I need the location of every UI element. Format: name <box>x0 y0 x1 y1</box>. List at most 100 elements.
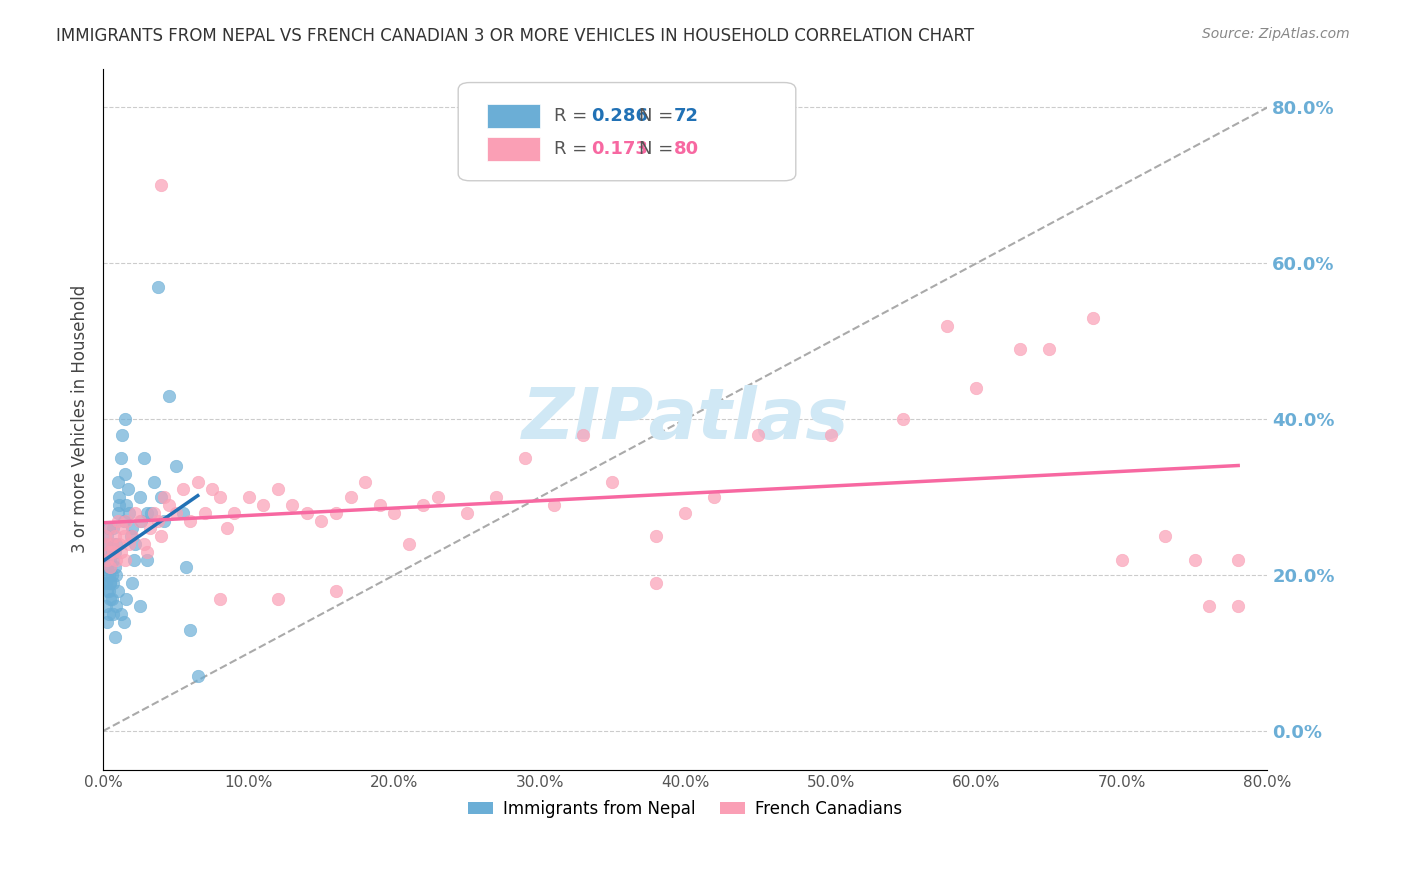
Point <box>215 521 238 535</box>
Point <box>208 490 231 504</box>
Point <box>893 412 915 426</box>
Point <box>100 560 122 574</box>
Point <box>135 545 157 559</box>
Point <box>138 521 160 535</box>
Point <box>703 490 725 504</box>
Point <box>179 514 201 528</box>
Point <box>382 506 405 520</box>
Point <box>104 631 127 645</box>
Point <box>93 529 115 543</box>
Point <box>115 514 138 528</box>
Point <box>1154 529 1177 543</box>
Point <box>153 490 176 504</box>
Point <box>115 591 138 606</box>
Point <box>124 506 146 520</box>
Point <box>104 560 127 574</box>
Text: IMMIGRANTS FROM NEPAL VS FRENCH CANADIAN 3 OR MORE VEHICLES IN HOUSEHOLD CORRELA: IMMIGRANTS FROM NEPAL VS FRENCH CANADIAN… <box>56 27 974 45</box>
Point <box>94 576 117 591</box>
Point <box>165 506 187 520</box>
Point <box>96 560 118 574</box>
Text: 0.173: 0.173 <box>591 140 648 158</box>
Point <box>267 591 290 606</box>
Point <box>252 498 274 512</box>
Point <box>101 537 124 551</box>
Point <box>94 599 117 614</box>
Text: 72: 72 <box>673 107 699 125</box>
Point <box>398 537 420 551</box>
Point <box>101 591 124 606</box>
Point <box>128 599 150 614</box>
Point <box>97 545 120 559</box>
Point <box>148 279 170 293</box>
Point <box>118 537 141 551</box>
Point <box>238 490 260 504</box>
Point <box>103 552 125 566</box>
Point <box>100 576 122 591</box>
Point <box>143 506 166 520</box>
Point <box>572 427 595 442</box>
Point <box>153 514 176 528</box>
Point <box>295 506 318 520</box>
Point <box>1227 599 1250 614</box>
Point <box>172 506 194 520</box>
Point <box>93 552 115 566</box>
Point <box>208 591 231 606</box>
Point <box>96 529 118 543</box>
Point <box>412 498 434 512</box>
Point <box>267 483 290 497</box>
Point <box>1081 310 1104 325</box>
Point <box>311 514 333 528</box>
Point <box>100 552 122 566</box>
Point <box>602 475 624 489</box>
Point <box>112 529 135 543</box>
Point <box>103 521 125 535</box>
Point <box>115 498 138 512</box>
Point <box>354 475 377 489</box>
Point <box>325 506 347 520</box>
Point <box>1038 342 1060 356</box>
Text: ZIPatlas: ZIPatlas <box>522 384 849 454</box>
Text: 0.286: 0.286 <box>591 107 648 125</box>
Point <box>143 475 166 489</box>
Point <box>94 537 117 551</box>
Point <box>747 427 769 442</box>
Point <box>103 576 125 591</box>
Point <box>179 623 201 637</box>
Point <box>100 560 122 574</box>
Point <box>110 451 132 466</box>
Point <box>150 178 173 193</box>
Point <box>104 545 127 559</box>
Point <box>108 490 131 504</box>
Point <box>121 529 143 543</box>
Point <box>108 498 131 512</box>
Text: R =: R = <box>554 107 593 125</box>
Point <box>820 427 842 442</box>
Point <box>1008 342 1031 356</box>
Point <box>172 483 194 497</box>
Legend: Immigrants from Nepal, French Canadians: Immigrants from Nepal, French Canadians <box>461 794 910 825</box>
Point <box>281 498 304 512</box>
Point <box>368 498 391 512</box>
Text: N =: N = <box>638 107 679 125</box>
Point <box>108 537 131 551</box>
Point <box>97 521 120 535</box>
Point <box>150 529 173 543</box>
Point <box>103 545 125 559</box>
Point <box>103 607 125 621</box>
Point <box>1198 599 1220 614</box>
Point <box>673 506 696 520</box>
Point <box>187 475 209 489</box>
Point <box>339 490 361 504</box>
Point <box>485 490 508 504</box>
Point <box>1111 552 1133 566</box>
Point <box>100 521 122 535</box>
Point <box>965 381 987 395</box>
Point <box>187 669 209 683</box>
Text: N =: N = <box>638 140 679 158</box>
Y-axis label: 3 or more Vehicles in Household: 3 or more Vehicles in Household <box>72 285 89 553</box>
Point <box>121 576 143 591</box>
Bar <box>488 103 540 128</box>
Point <box>105 552 128 566</box>
Point <box>94 552 117 566</box>
Point <box>129 514 152 528</box>
